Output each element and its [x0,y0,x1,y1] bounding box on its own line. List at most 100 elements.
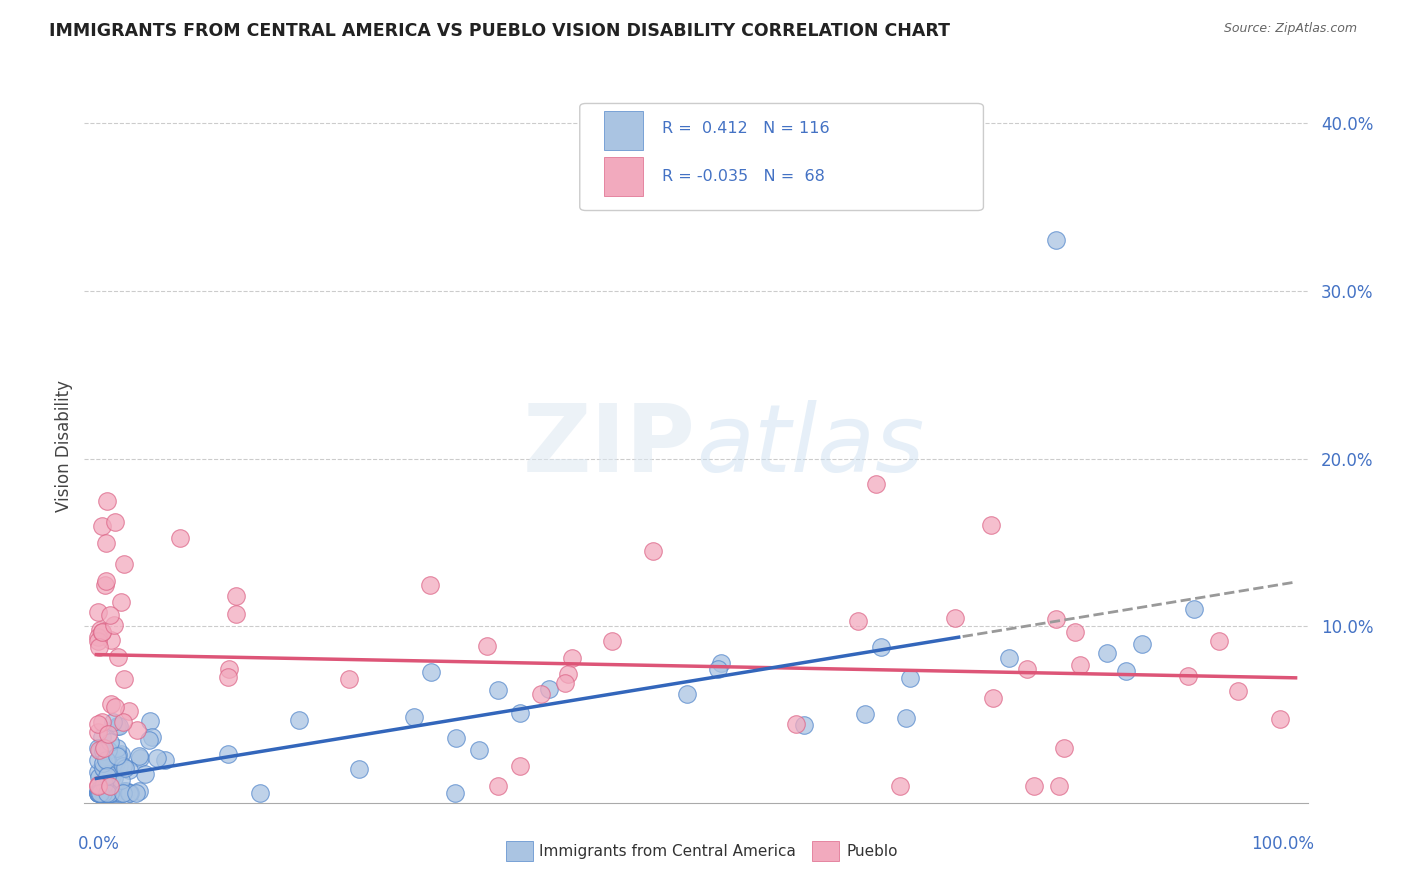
Point [444,786,467,800]
Point [97,783,120,797]
Point [538,682,561,697]
Point [86,786,108,800]
Point [153,752,176,766]
Point [91,786,114,800]
Point [110,595,132,609]
Point [98,786,121,800]
Point [112,672,135,686]
Point [96,766,118,780]
Point [141,730,163,744]
Point [337,672,360,686]
Text: R = -0.035   N =  68: R = -0.035 N = 68 [662,169,824,185]
Point [108,786,131,800]
Point [103,618,125,632]
Point [100,769,122,783]
Text: 0.0%: 0.0% [79,835,120,853]
Point [89,744,111,758]
Point [128,748,150,763]
Point [217,747,239,762]
Point [86,764,108,779]
Point [96,786,118,800]
Point [998,651,1021,665]
Point [90,786,112,800]
FancyBboxPatch shape [579,103,983,211]
Point [98,786,121,800]
Point [249,786,271,800]
Point [94,574,117,588]
Point [486,683,509,698]
Point [710,656,733,670]
Point [785,717,807,731]
Point [101,786,124,800]
Point [508,706,530,720]
Point [96,786,118,800]
Text: Immigrants from Central America: Immigrants from Central America [540,844,796,859]
Point [105,719,128,733]
Point [86,753,108,767]
Point [898,671,921,685]
Point [90,785,112,799]
Point [93,741,115,756]
Point [127,723,149,737]
Point [86,605,108,619]
Point [111,786,134,800]
Point [865,476,887,491]
Point [112,758,135,772]
Point [1130,637,1153,651]
Point [87,742,110,756]
Point [100,632,122,647]
Point [105,749,128,764]
Point [793,718,815,732]
Point [943,611,966,625]
Point [90,786,112,800]
Point [981,691,1004,706]
Point [93,577,117,591]
Point [89,786,111,800]
Point [112,786,135,800]
Point [846,614,869,628]
Point [93,762,115,776]
Point [96,786,118,800]
Point [112,784,135,798]
Point [853,706,876,721]
Text: IMMIGRANTS FROM CENTRAL AMERICA VS PUEBLO VISION DISABILITY CORRELATION CHART: IMMIGRANTS FROM CENTRAL AMERICA VS PUEBL… [49,22,950,40]
Point [870,640,893,655]
Point [347,762,370,776]
Point [93,757,115,772]
Point [1053,741,1076,756]
Point [509,758,531,772]
Point [980,517,1002,532]
Point [97,755,120,769]
Point [94,786,117,800]
Point [86,786,108,800]
Point [89,781,111,796]
Point [134,766,156,780]
Point [91,741,114,756]
Point [218,662,240,676]
Point [561,650,583,665]
Point [1115,664,1137,678]
Point [108,759,131,773]
Point [91,786,114,800]
Point [112,557,135,571]
Point [87,634,110,648]
Point [91,730,114,744]
Point [1045,233,1067,247]
Point [87,784,110,798]
Point [468,743,491,757]
Point [91,786,114,800]
Point [530,687,553,701]
Point [1208,633,1230,648]
Point [402,710,425,724]
Point [96,493,118,508]
Point [1226,683,1249,698]
Point [91,624,114,639]
Point [87,786,110,800]
Point [98,779,121,793]
Point [676,687,699,701]
Point [97,761,120,775]
Point [87,716,110,731]
Point [1095,646,1118,660]
Point [217,670,239,684]
Point [114,783,136,797]
